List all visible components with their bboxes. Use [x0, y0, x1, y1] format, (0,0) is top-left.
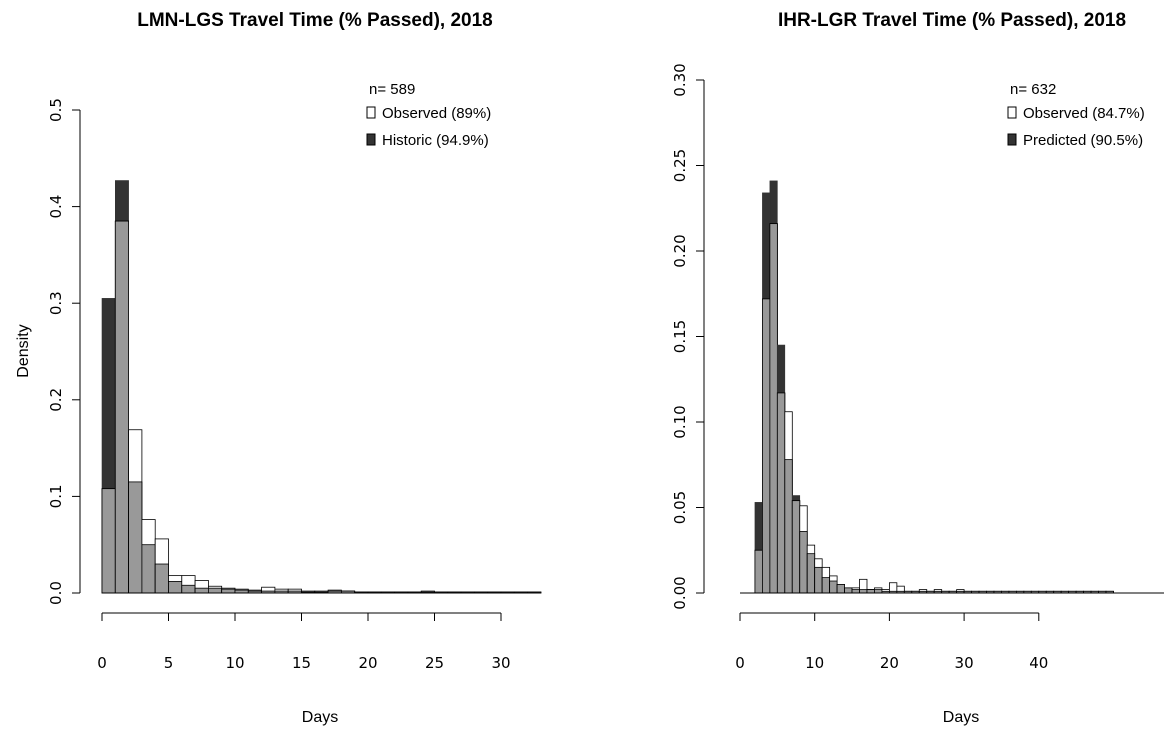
x-tick-label: 30	[955, 654, 974, 672]
legend-swatch	[1007, 133, 1017, 146]
overlap-bar	[114, 220, 130, 594]
overlap-bar	[791, 500, 801, 594]
legend-label: Observed (84.7%)	[1023, 105, 1145, 122]
x-tick-label: 0	[735, 654, 745, 672]
overlap-bar	[821, 577, 831, 594]
overlap-bar	[769, 223, 778, 594]
y-tick-label: 0.1	[47, 484, 65, 508]
legend-swatch	[366, 133, 376, 146]
x-tick-label: 20	[358, 654, 377, 672]
overlap-bar	[194, 587, 209, 594]
chart-title: LMN-LGS Travel Time (% Passed), 2018	[137, 10, 493, 31]
y-tick-label: 0.4	[47, 195, 65, 219]
overlap-bar	[101, 488, 116, 594]
overlap-bar	[762, 298, 771, 594]
y-tick-label: 0.3	[47, 291, 65, 315]
overlap-bar	[806, 553, 816, 594]
y-tick-label: 0.15	[671, 320, 689, 353]
overlap-bar	[814, 566, 823, 594]
histogram-panel-right: IHR-LGR Travel Time (% Passed), 2018 0.00…	[582, 0, 1164, 729]
chart-title: IHR-LGR Travel Time (% Passed), 2018	[778, 10, 1126, 31]
x-tick-label: 20	[880, 654, 899, 672]
x-tick-label: 0	[97, 654, 107, 672]
y-tick-label: 0.10	[671, 405, 689, 438]
overlap-bar	[836, 584, 845, 594]
x-tick-label: 15	[292, 654, 311, 672]
histogram-panel-left: LMN-LGS Travel Time (% Passed), 2018 0.0 0…	[15, 10, 542, 726]
legend-label: Predicted (90.5%)	[1023, 132, 1143, 149]
overlap-bar	[754, 549, 763, 594]
overlap-bar	[221, 588, 236, 594]
legend-label: Historic (94.9%)	[382, 132, 489, 149]
overlap-bar	[207, 587, 223, 594]
y-axis-label: Density	[15, 324, 32, 377]
legend-n-label: n= 589	[369, 81, 415, 98]
overlap-bar	[128, 481, 143, 594]
overlap-bar	[776, 392, 786, 594]
x-axis-label: Days	[943, 709, 979, 726]
y-tick-label: 0.05	[671, 491, 689, 524]
overlap-bar	[141, 544, 156, 594]
overlap-bar	[874, 589, 883, 594]
legend-swatch	[1007, 106, 1017, 119]
y-tick-label: 0.20	[671, 234, 689, 267]
histogram-left: LMN-LGS Travel Time (% Passed), 2018 0.0 0…	[15, 10, 542, 726]
y-tick-label: 0.2	[47, 388, 65, 412]
y-tick-label: 0.25	[671, 149, 689, 182]
x-axis-label: Days	[302, 709, 338, 726]
x-tick-label: 5	[164, 654, 174, 672]
x-tick-label: 30	[491, 654, 510, 672]
x-tick-label: 40	[1029, 654, 1048, 672]
overlap-bar	[784, 459, 793, 594]
y-tick-label: 0.5	[47, 98, 65, 122]
histogram-right: IHR-LGR Travel Time (% Passed), 2018 0.00…	[671, 10, 1164, 726]
overlap-bar	[168, 581, 183, 594]
y-tick-label: 0.0	[47, 581, 65, 605]
overlap-bar	[799, 531, 808, 594]
overlap-bar	[181, 584, 196, 594]
legend-label: Observed (89%)	[382, 105, 491, 122]
overlap-bar	[829, 580, 838, 594]
legend-n-label: n= 632	[1010, 81, 1056, 98]
overlap-bar	[154, 563, 169, 594]
x-tick-label: 10	[225, 654, 244, 672]
overlap-bar	[866, 589, 875, 594]
x-tick-label: 25	[425, 654, 444, 672]
legend-swatch	[366, 106, 376, 119]
overlap-bar	[859, 589, 868, 594]
y-tick-label: 0.00	[671, 576, 689, 609]
y-tick-label: 0.30	[671, 63, 689, 96]
overlap-bar	[844, 587, 853, 594]
x-tick-label: 10	[805, 654, 824, 672]
overlap-bar	[851, 589, 860, 594]
